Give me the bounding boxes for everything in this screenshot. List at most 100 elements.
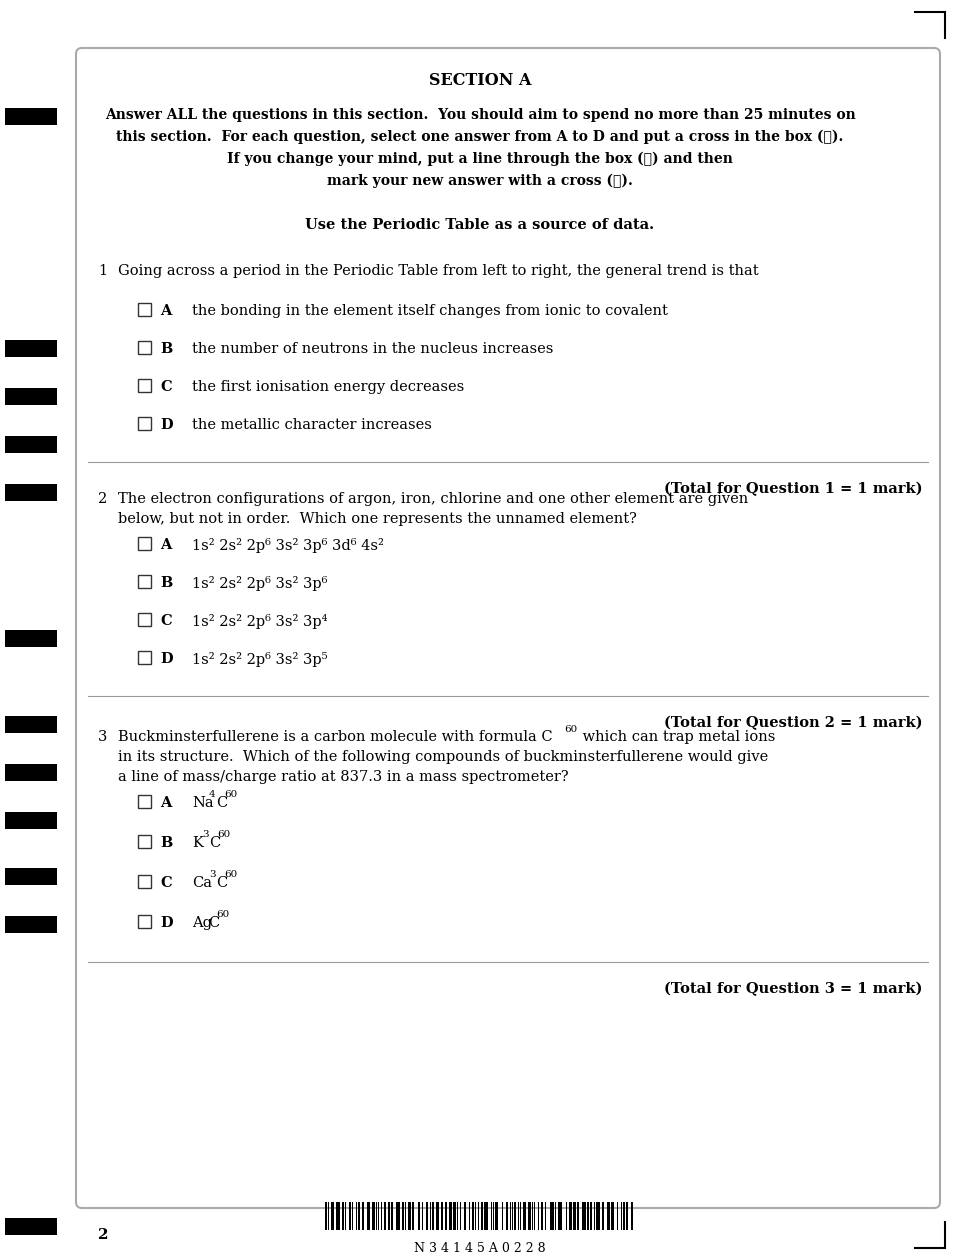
Bar bbox=[520, 1202, 521, 1230]
Text: 1s² 2s² 2p⁶ 3s² 3p⁵: 1s² 2s² 2p⁶ 3s² 3p⁵ bbox=[192, 651, 327, 667]
Bar bbox=[138, 915, 151, 929]
Text: 60: 60 bbox=[224, 790, 237, 799]
Text: 60: 60 bbox=[224, 869, 237, 879]
Bar bbox=[587, 1202, 589, 1230]
Bar bbox=[352, 1202, 353, 1230]
Bar bbox=[436, 1202, 439, 1230]
Text: Na: Na bbox=[192, 796, 214, 810]
Bar bbox=[5, 716, 57, 733]
Bar bbox=[376, 1202, 377, 1230]
Bar bbox=[5, 811, 57, 829]
Text: C: C bbox=[160, 876, 172, 890]
Bar bbox=[523, 1202, 526, 1230]
Bar bbox=[138, 835, 151, 848]
Text: Buckminsterfullerene is a carbon molecule with formula C: Buckminsterfullerene is a carbon molecul… bbox=[118, 730, 553, 743]
Bar bbox=[356, 1202, 357, 1230]
Text: 60: 60 bbox=[217, 830, 230, 839]
Bar bbox=[362, 1202, 364, 1230]
Text: in its structure.  Which of the following compounds of buckminsterfullerene woul: in its structure. Which of the following… bbox=[118, 750, 768, 764]
Text: A: A bbox=[160, 304, 172, 318]
Text: Use the Periodic Table as a source of data.: Use the Periodic Table as a source of da… bbox=[305, 218, 655, 232]
Bar bbox=[453, 1202, 456, 1230]
Bar bbox=[569, 1202, 572, 1230]
Bar bbox=[331, 1202, 334, 1230]
Bar bbox=[532, 1202, 533, 1230]
Bar bbox=[478, 1202, 479, 1230]
Bar bbox=[611, 1202, 614, 1230]
Bar bbox=[138, 795, 151, 808]
Bar bbox=[555, 1202, 556, 1230]
Text: 1s² 2s² 2p⁶ 3s² 3p⁶: 1s² 2s² 2p⁶ 3s² 3p⁶ bbox=[192, 576, 327, 591]
Bar bbox=[5, 108, 57, 125]
Bar bbox=[418, 1202, 420, 1230]
Text: C: C bbox=[209, 835, 220, 850]
Text: 1s² 2s² 2p⁶ 3s² 3p⁶ 3d⁶ 4s²: 1s² 2s² 2p⁶ 3s² 3p⁶ 3d⁶ 4s² bbox=[192, 538, 384, 553]
Bar bbox=[441, 1202, 443, 1230]
Text: Ag: Ag bbox=[192, 916, 212, 930]
Bar bbox=[469, 1202, 470, 1230]
Text: below, but not in order.  Which one represents the unnamed element?: below, but not in order. Which one repre… bbox=[118, 512, 636, 525]
Text: Ca: Ca bbox=[192, 876, 212, 890]
Text: the number of neutrons in the nucleus increases: the number of neutrons in the nucleus in… bbox=[192, 341, 553, 357]
Bar bbox=[388, 1202, 390, 1230]
Text: the bonding in the element itself changes from ionic to covalent: the bonding in the element itself change… bbox=[192, 304, 668, 318]
Text: K: K bbox=[192, 835, 203, 850]
Text: B: B bbox=[160, 576, 172, 590]
Bar bbox=[138, 537, 151, 551]
Bar bbox=[590, 1202, 592, 1230]
Bar bbox=[495, 1202, 498, 1230]
Bar bbox=[518, 1202, 519, 1230]
Bar bbox=[573, 1202, 576, 1230]
Bar bbox=[430, 1202, 431, 1230]
Bar bbox=[5, 916, 57, 932]
Bar bbox=[412, 1202, 414, 1230]
Text: 60: 60 bbox=[216, 910, 229, 919]
Text: this section.  For each question, select one answer from A to D and put a cross : this section. For each question, select … bbox=[116, 130, 844, 145]
Text: Going across a period in the Periodic Table from left to right, the general tren: Going across a period in the Periodic Ta… bbox=[118, 265, 758, 278]
Text: the metallic character increases: the metallic character increases bbox=[192, 418, 432, 432]
Text: D: D bbox=[160, 651, 173, 667]
Bar bbox=[512, 1202, 513, 1230]
Text: 1s² 2s² 2p⁶ 3s² 3p⁴: 1s² 2s² 2p⁶ 3s² 3p⁴ bbox=[192, 614, 327, 629]
Bar bbox=[577, 1202, 579, 1230]
Text: (Total for Question 2 = 1 mark): (Total for Question 2 = 1 mark) bbox=[663, 716, 922, 731]
Bar bbox=[138, 341, 151, 354]
Text: 60: 60 bbox=[564, 724, 577, 735]
Bar bbox=[491, 1202, 492, 1230]
Bar bbox=[472, 1202, 474, 1230]
Text: mark your new answer with a cross (☒).: mark your new answer with a cross (☒). bbox=[327, 174, 633, 189]
Bar bbox=[582, 1202, 586, 1230]
Text: A: A bbox=[160, 796, 172, 810]
Text: D: D bbox=[160, 418, 173, 432]
Text: 1: 1 bbox=[98, 265, 108, 278]
Bar bbox=[464, 1202, 466, 1230]
Bar bbox=[475, 1202, 476, 1230]
Text: A: A bbox=[160, 538, 172, 552]
Bar bbox=[138, 417, 151, 430]
Bar bbox=[481, 1202, 483, 1230]
Bar bbox=[502, 1202, 503, 1230]
Bar bbox=[607, 1202, 610, 1230]
Text: B: B bbox=[160, 835, 172, 850]
Text: 3: 3 bbox=[209, 869, 216, 879]
Bar bbox=[5, 630, 57, 646]
Bar bbox=[391, 1202, 393, 1230]
Bar bbox=[5, 484, 57, 501]
Bar bbox=[506, 1202, 508, 1230]
Text: B: B bbox=[160, 341, 172, 357]
Bar bbox=[545, 1202, 546, 1230]
Bar bbox=[550, 1202, 554, 1230]
Bar bbox=[372, 1202, 375, 1230]
Bar bbox=[538, 1202, 539, 1230]
Bar bbox=[402, 1202, 404, 1230]
Bar bbox=[631, 1202, 633, 1230]
Bar bbox=[408, 1202, 411, 1230]
Bar bbox=[138, 379, 151, 392]
Bar bbox=[138, 302, 151, 316]
Text: the first ionisation energy decreases: the first ionisation energy decreases bbox=[192, 381, 465, 394]
Bar bbox=[484, 1202, 488, 1230]
Text: The electron configurations of argon, iron, chlorine and one other element are g: The electron configurations of argon, ir… bbox=[118, 491, 748, 507]
Bar bbox=[358, 1202, 360, 1230]
Bar bbox=[432, 1202, 434, 1230]
Bar bbox=[623, 1202, 625, 1230]
